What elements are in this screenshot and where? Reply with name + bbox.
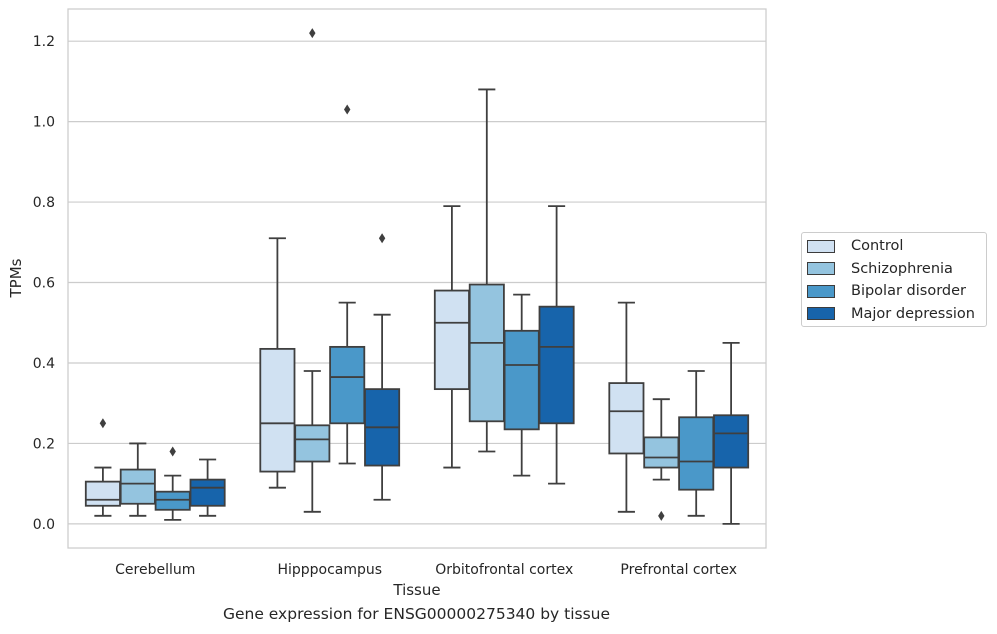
box xyxy=(84,480,121,507)
box-group xyxy=(189,458,226,517)
legend-label: Control xyxy=(851,238,904,255)
outlier-point xyxy=(658,510,665,521)
box-group xyxy=(713,341,750,525)
box-group xyxy=(433,205,470,469)
box-group xyxy=(364,233,401,501)
figure-caption: Gene expression for ENSG00000275340 by t… xyxy=(222,605,611,623)
legend-label: Major depression xyxy=(851,305,975,322)
box-group xyxy=(119,442,156,517)
x-tick-label: Orbitofrontal cortex xyxy=(435,562,573,578)
box xyxy=(119,468,156,505)
box xyxy=(294,424,331,463)
box-group xyxy=(643,398,680,521)
box xyxy=(433,289,470,391)
box xyxy=(259,347,296,473)
y-tick-label: 0.8 xyxy=(33,195,55,211)
box xyxy=(329,345,366,425)
box xyxy=(503,329,540,431)
outlier-point xyxy=(309,28,316,39)
box-group xyxy=(678,370,715,517)
x-tick-labels: Cerebellum Hipppocampus Orbitofrontal cort… xyxy=(115,562,737,578)
outlier-point xyxy=(378,233,386,244)
y-tick-label: 1.0 xyxy=(33,115,55,131)
legend-item: Control xyxy=(807,235,986,258)
box-group xyxy=(503,293,540,477)
box xyxy=(154,490,191,511)
outlier-point xyxy=(344,104,351,115)
box xyxy=(468,283,505,423)
boxes xyxy=(84,28,750,525)
y-tick-label: 0.2 xyxy=(33,436,55,452)
box-group xyxy=(538,205,575,485)
box xyxy=(643,436,680,469)
box-group xyxy=(84,418,121,517)
box-group xyxy=(468,88,505,453)
box xyxy=(678,416,715,491)
y-tick-label: 0.0 xyxy=(33,517,55,533)
legend-label: Schizophrenia xyxy=(851,260,953,277)
legend-label: Bipolar disorder xyxy=(851,283,966,300)
box-group xyxy=(608,301,645,513)
box-group xyxy=(294,28,331,513)
legend-item: Major depression xyxy=(807,303,986,326)
legend-item: Schizophrenia xyxy=(807,258,986,281)
legend-item: Bipolar disorder xyxy=(807,280,986,303)
x-axis-title: Tissue xyxy=(392,581,440,599)
y-tick-label: 0.6 xyxy=(33,276,55,292)
y-tick-label: 1.2 xyxy=(33,34,55,50)
outlier-point xyxy=(99,418,107,429)
box xyxy=(538,305,575,425)
box-group xyxy=(329,104,366,465)
box xyxy=(608,382,645,455)
legend-swatch xyxy=(807,239,835,253)
box-group xyxy=(154,446,191,521)
legend-swatch xyxy=(807,307,835,321)
box xyxy=(189,478,226,507)
outlier-point xyxy=(169,446,176,457)
box xyxy=(713,414,750,469)
x-tick-label: Hipppocampus xyxy=(277,562,382,578)
gridlines xyxy=(68,40,766,525)
legend-swatch xyxy=(807,284,835,298)
y-tick-labels: 0.0 0.2 0.4 0.6 0.8 1.0 1.2 xyxy=(33,34,55,533)
x-tick-label: Prefrontal cortex xyxy=(620,562,737,578)
plot-frame xyxy=(67,8,767,549)
y-axis-title: TPMs xyxy=(7,258,25,298)
y-tick-label: 0.4 xyxy=(33,356,55,372)
legend: Control Schizophrenia Bipolar disorder Majo… xyxy=(801,232,987,327)
box-group xyxy=(259,237,296,489)
legend-swatch xyxy=(807,262,835,276)
x-tick-label: Cerebellum xyxy=(115,562,195,578)
